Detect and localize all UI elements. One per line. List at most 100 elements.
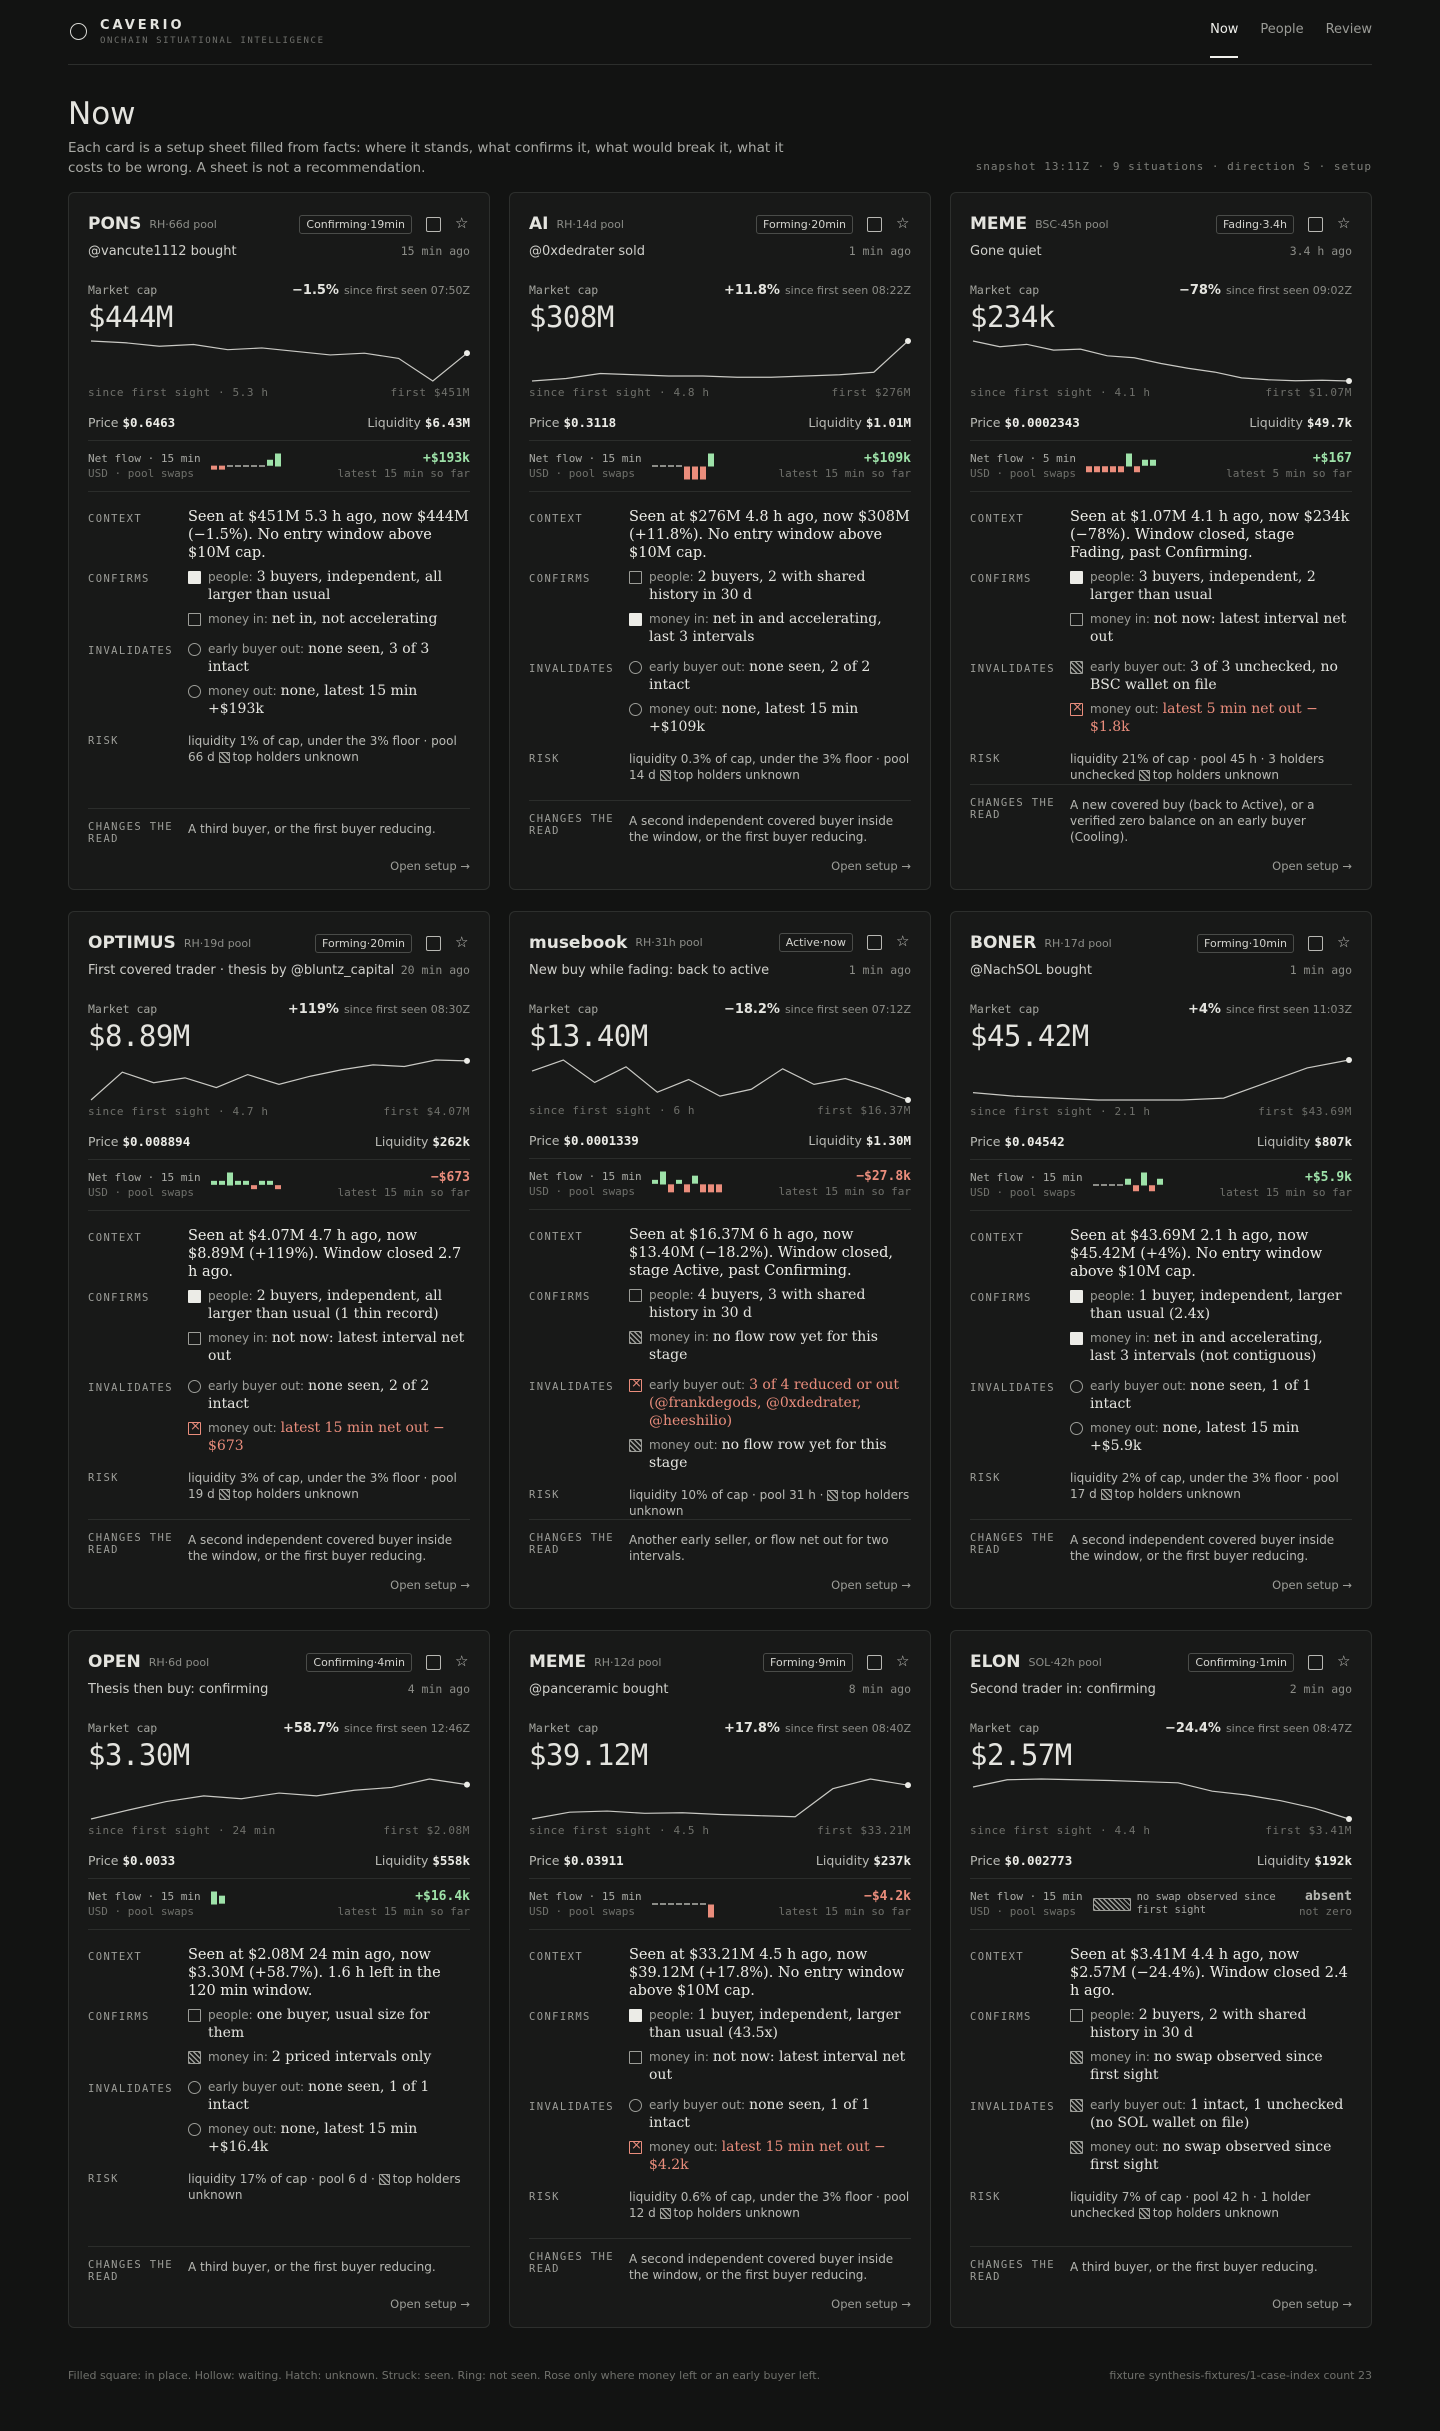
copy-button[interactable] <box>1308 1654 1323 1670</box>
invalidates-section: INVALIDATES early buyer out: none seen, 1 … <box>88 2078 470 2162</box>
ticker: BONER <box>970 933 1037 953</box>
divider <box>88 1929 470 1930</box>
card-footer: CHANGES THE READ A second independent cov… <box>970 1519 1352 1592</box>
copy-button[interactable] <box>867 935 882 951</box>
market-cap-label: Market cap <box>529 1001 599 1016</box>
star-button[interactable] <box>1337 933 1352 951</box>
open-setup-link[interactable]: Open setup → <box>1272 1578 1352 1592</box>
price: $0.008894 <box>122 1134 191 1149</box>
context-section-body: Seen at $276M 4.8 h ago, now $308M (+11.… <box>629 508 911 562</box>
check-label: money in: <box>208 612 268 626</box>
pool-info: RH·6d pool <box>148 1655 210 1669</box>
check-label: early buyer out: <box>1090 2098 1187 2112</box>
net-flow-sub: USD · pool swaps <box>970 467 1076 480</box>
check-detail: 2 buyers, independent, all larger than u… <box>208 1288 443 1322</box>
open-setup-link[interactable]: Open setup → <box>831 1578 911 1592</box>
risk-text-group: liquidity 0.3% of cap, under the 3% floo… <box>629 748 911 783</box>
copy-button[interactable] <box>867 216 882 232</box>
net-flow-value: absent <box>1305 1889 1352 1904</box>
star-button[interactable] <box>455 1652 470 1670</box>
price-label: Price <box>529 1853 560 1868</box>
liquidity-group: Liquidity $807k <box>1257 1134 1352 1149</box>
net-flow-label: Net flow · 5 min <box>970 452 1076 465</box>
market-cap-row: Market cap −18.2% since first seen 07:12Z <box>529 978 911 1017</box>
sparkline <box>972 1057 1352 1101</box>
status-badge: Forming·10min <box>1197 933 1294 953</box>
open-setup-link[interactable]: Open setup → <box>831 859 911 873</box>
open-setup-link[interactable]: Open setup → <box>831 2297 911 2311</box>
check-item: early buyer out: none seen, 2 of 2 intact <box>629 658 911 694</box>
open-setup-link[interactable]: Open setup → <box>390 1578 470 1592</box>
check-text: early buyer out: none seen, 1 of 1 intact <box>208 2078 470 2114</box>
divider <box>529 1929 911 1930</box>
change-group: +11.8% since first seen 08:22Z <box>724 279 911 298</box>
since-first-seen: since first seen 08:22Z <box>784 284 911 297</box>
invalidates-section-body: early buyer out: 1 intact, 1 unchecked (n… <box>1070 2096 1352 2180</box>
nav-link[interactable]: Now <box>1210 22 1239 58</box>
liquidity-label: Liquidity <box>374 1853 429 1868</box>
state-hollow <box>629 2051 642 2064</box>
since-first-seen: since first seen 08:40Z <box>784 1722 911 1735</box>
net-flow-label: Net flow · 15 min <box>529 452 642 465</box>
star-button[interactable] <box>455 933 470 951</box>
copy-button[interactable] <box>426 1654 441 1670</box>
changes-text: A second independent covered buyer insid… <box>629 2252 894 2282</box>
price-group: Price $0.04542 <box>970 1134 1065 1149</box>
risk-section: RISK liquidity 2% of cap, under the 3% fl… <box>970 1467 1352 1502</box>
copy-button[interactable] <box>426 935 441 951</box>
market-cap-row: Market cap +4% since first seen 11:03Z <box>970 978 1352 1017</box>
market-cap: $444M <box>88 300 173 334</box>
market-cap: $308M <box>529 300 614 334</box>
nav-link[interactable]: Review <box>1325 22 1372 37</box>
card-footer: CHANGES THE READ A second independent cov… <box>529 2238 911 2311</box>
flow-bar <box>683 1903 690 1905</box>
check-item: money out: none, latest 15 min +$193k <box>188 682 470 718</box>
liquidity: $6.43M <box>424 415 470 430</box>
changes-text: A third buyer, or the first buyer reduci… <box>1070 2260 1318 2274</box>
check-item: early buyer out: none seen, 3 of 3 intact <box>188 640 470 676</box>
flow-bar <box>667 1184 674 1193</box>
open-setup-link[interactable]: Open setup → <box>390 859 470 873</box>
price-row: Price $0.0033 Liquidity $558k <box>88 1853 470 1868</box>
context-section: CONTEXT Seen at $1.07M 4.1 h ago, now $23… <box>970 508 1352 562</box>
check-text: people: 2 buyers, 2 with shared history i… <box>1090 2006 1352 2042</box>
star-button[interactable] <box>896 1652 911 1670</box>
net-flow-value-group: +$16.4k latest 15 min so far <box>338 1889 470 1919</box>
open-setup-link[interactable]: Open setup → <box>1272 2297 1352 2311</box>
flow-bar <box>1124 1178 1131 1185</box>
copy-button[interactable] <box>1308 935 1323 951</box>
check-item: money in: net in and accelerating, last 3… <box>629 610 911 646</box>
star-button[interactable] <box>1337 1652 1352 1670</box>
star-button[interactable] <box>455 214 470 232</box>
check-label: people: <box>1090 570 1135 584</box>
context: Seen at $16.37M 6 h ago, now $13.40M (−1… <box>629 1227 893 1279</box>
sparkline-dot <box>1346 378 1352 384</box>
risk-section: RISK liquidity 0.3% of cap, under the 3% … <box>529 748 911 783</box>
risk-text: liquidity 1% of cap, under the 3% floor … <box>188 734 457 764</box>
open-setup-link[interactable]: Open setup → <box>1272 859 1352 873</box>
price-group: Price $0.3118 <box>529 415 616 430</box>
time: 1 min ago <box>848 962 911 977</box>
flow-bar <box>707 453 714 466</box>
star-button[interactable] <box>1337 214 1352 232</box>
risk-section-label: RISK <box>529 2191 560 2203</box>
changes-label: CHANGES THE READ <box>970 2259 1055 2283</box>
copy-button[interactable] <box>867 1654 882 1670</box>
check-text: money in: net in, not accelerating <box>208 610 437 628</box>
status-badge: Forming·20min <box>756 214 853 234</box>
check-item: money out: none, latest 15 min +$109k <box>629 700 911 736</box>
nav-link[interactable]: People <box>1260 22 1304 37</box>
check-item: money in: not now: latest interval net ou… <box>1070 610 1352 646</box>
copy-button[interactable] <box>1308 216 1323 232</box>
check-text: money in: no swap observed since first si… <box>1090 2048 1352 2084</box>
open-setup-link[interactable]: Open setup → <box>390 2297 470 2311</box>
net-flow: Net flow · 15 min USD · pool swaps no swap… <box>970 1889 1352 1919</box>
check-text: early buyer out: 3 of 4 reduced or out (@… <box>649 1376 911 1430</box>
market-cap-label: Market cap <box>529 283 599 297</box>
sparkline <box>972 340 1352 384</box>
changes-label: CHANGES THE READ <box>529 1532 614 1556</box>
star-button[interactable] <box>896 214 911 232</box>
check-item: money out: none, latest 15 min +$16.4k <box>188 2120 470 2156</box>
copy-button[interactable] <box>426 216 441 232</box>
star-button[interactable] <box>896 932 911 950</box>
